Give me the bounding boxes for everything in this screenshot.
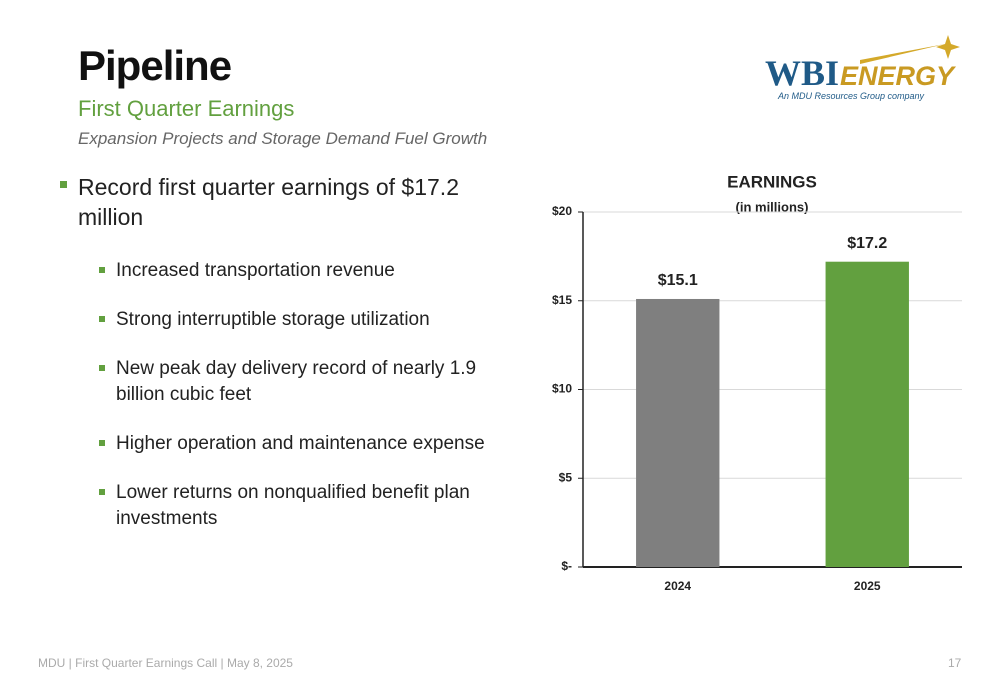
sub-bullet: Increased transportation revenue: [99, 258, 516, 284]
bullet-marker: [99, 316, 105, 322]
bullet-marker: [99, 365, 105, 371]
sub-bullet: Strong interruptible storage utilization: [99, 307, 516, 333]
bar: [825, 261, 909, 567]
x-tick-label: 2025: [854, 579, 881, 593]
value-label: $17.2: [847, 235, 887, 252]
bullet-marker: [60, 181, 67, 188]
value-label: $15.1: [658, 272, 698, 289]
sub-bullet: Lower returns on nonqualified benefit pl…: [99, 480, 516, 532]
bar: [636, 298, 720, 567]
y-tick-label: $15: [552, 293, 572, 307]
bullet-marker: [99, 440, 105, 446]
chart: EARNINGS (in millions) $- $5 $10 $15 $20 2024…: [552, 172, 962, 593]
tagline: Expansion Projects and Storage Demand Fu…: [78, 129, 488, 148]
subtitle: First Quarter Earnings: [78, 96, 295, 121]
logo-caption: An MDU Resources Group company: [777, 91, 925, 101]
logo-star: [936, 35, 960, 59]
chart-subtitle: (in millions): [736, 199, 809, 214]
logo: WBI ENERGY An MDU Resources Group compan…: [765, 35, 960, 101]
sub-bullets: Increased transportation revenue Strong i…: [99, 258, 516, 555]
y-tick-label: $5: [559, 470, 573, 484]
y-tick-label: $-: [561, 559, 572, 573]
y-tick-label: $20: [552, 204, 572, 218]
x-tick-label: 2024: [664, 579, 691, 593]
page-number: 17: [948, 656, 962, 670]
logo-swoosh: [860, 44, 945, 64]
footer: MDU | First Quarter Earnings Call | May …: [38, 656, 293, 670]
chart-title: EARNINGS: [727, 172, 817, 191]
sub-bullet: New peak day delivery record of nearly 1…: [99, 356, 516, 408]
logo-accent: ENERGY: [840, 61, 957, 91]
title: Pipeline: [78, 42, 232, 89]
sub-bullet: Higher operation and maintenance expense: [99, 431, 516, 457]
y-tick-label: $10: [552, 382, 572, 396]
bullet-marker: [99, 267, 105, 273]
logo-brand: WBI: [765, 53, 839, 93]
main-bullet: Record first quarter earnings of $17.2 m…: [78, 174, 459, 230]
bullet-marker: [99, 489, 105, 495]
